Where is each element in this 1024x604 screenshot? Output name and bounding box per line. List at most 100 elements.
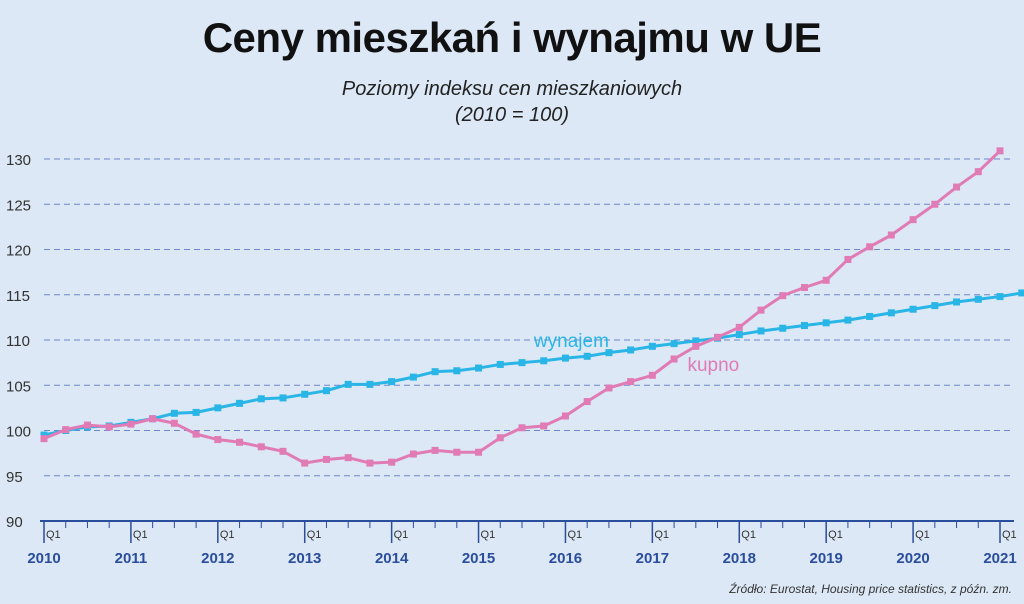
data-point bbox=[605, 349, 613, 357]
data-point bbox=[909, 305, 917, 313]
data-point bbox=[236, 399, 244, 407]
data-point bbox=[953, 298, 961, 306]
q1-label: Q1 bbox=[654, 529, 669, 541]
data-point bbox=[192, 408, 200, 416]
year-label: 2018 bbox=[723, 550, 756, 567]
source-note: Źródło: Eurostat, Housing price statisti… bbox=[729, 582, 1012, 596]
label-layer: wynajem kupno bbox=[533, 331, 739, 376]
q1-label: Q1 bbox=[133, 529, 148, 541]
data-point bbox=[822, 276, 830, 284]
data-point bbox=[540, 357, 548, 365]
y-tick-label: 115 bbox=[6, 288, 30, 305]
data-point bbox=[1018, 289, 1024, 297]
q1-label: Q1 bbox=[741, 529, 756, 541]
data-point bbox=[366, 380, 374, 388]
data-point bbox=[757, 306, 765, 314]
data-point bbox=[735, 331, 743, 339]
data-point bbox=[170, 419, 178, 427]
grid-layer bbox=[44, 158, 1014, 477]
y-tick-label: 95 bbox=[6, 469, 23, 486]
chart-title: Ceny mieszkań i wynajmu w UE bbox=[202, 14, 822, 61]
data-point bbox=[344, 454, 352, 462]
data-point bbox=[931, 302, 939, 310]
data-point bbox=[822, 319, 830, 327]
data-point bbox=[648, 342, 656, 350]
series-layer bbox=[40, 147, 1024, 467]
data-point bbox=[149, 415, 157, 423]
year-label: 2010 bbox=[27, 550, 60, 567]
year-label: 2016 bbox=[549, 550, 582, 567]
q1-label: Q1 bbox=[481, 529, 496, 541]
data-point bbox=[931, 200, 939, 208]
y-tick-label: 90 bbox=[6, 514, 23, 531]
data-point bbox=[344, 380, 352, 388]
data-point bbox=[670, 340, 678, 348]
data-point bbox=[40, 431, 48, 439]
data-point bbox=[996, 147, 1004, 155]
data-point bbox=[257, 395, 265, 403]
year-label: 2012 bbox=[201, 550, 234, 567]
chart-subtitle-base: (2010 = 100) bbox=[455, 104, 569, 126]
y-tick-label: 105 bbox=[6, 378, 31, 395]
data-point bbox=[605, 384, 613, 392]
y-tick-label: 100 bbox=[6, 424, 31, 441]
year-label: 2014 bbox=[375, 550, 409, 567]
data-point bbox=[627, 346, 635, 354]
data-point bbox=[887, 231, 895, 239]
data-point bbox=[844, 316, 852, 324]
data-point bbox=[257, 443, 265, 451]
data-point bbox=[692, 337, 700, 345]
data-point bbox=[301, 459, 309, 467]
year-label: 2015 bbox=[462, 550, 495, 567]
data-point bbox=[779, 324, 787, 332]
data-point bbox=[692, 342, 700, 350]
q1-label: Q1 bbox=[915, 529, 930, 541]
q1-label: Q1 bbox=[828, 529, 843, 541]
data-point bbox=[779, 292, 787, 300]
data-point bbox=[757, 327, 765, 335]
data-point bbox=[279, 447, 287, 455]
year-label: 2019 bbox=[809, 550, 842, 567]
data-point bbox=[887, 309, 895, 317]
data-point bbox=[40, 435, 48, 443]
q1-label: Q1 bbox=[307, 529, 322, 541]
q1-label: Q1 bbox=[394, 529, 409, 541]
data-point bbox=[583, 352, 591, 360]
data-point bbox=[496, 434, 504, 442]
series-label-wynajem: wynajem bbox=[533, 331, 609, 352]
year-label: 2020 bbox=[896, 550, 929, 567]
data-point bbox=[409, 373, 417, 381]
data-point bbox=[800, 284, 808, 292]
data-point bbox=[844, 255, 852, 263]
data-point bbox=[583, 398, 591, 406]
data-point bbox=[192, 430, 200, 438]
data-point bbox=[62, 426, 70, 434]
data-point bbox=[475, 364, 483, 372]
data-point bbox=[127, 420, 135, 428]
data-point bbox=[409, 450, 417, 458]
q1-label: Q1 bbox=[220, 529, 235, 541]
year-label: 2013 bbox=[288, 550, 321, 567]
data-point bbox=[475, 448, 483, 456]
data-point bbox=[735, 323, 743, 331]
data-point bbox=[670, 355, 678, 363]
data-point bbox=[627, 378, 635, 386]
series-label-kupno: kupno bbox=[687, 355, 739, 376]
data-point bbox=[648, 371, 656, 379]
data-point bbox=[518, 359, 526, 367]
data-point bbox=[518, 424, 526, 432]
data-point bbox=[453, 367, 461, 375]
data-point bbox=[214, 404, 222, 412]
data-point bbox=[800, 322, 808, 330]
series-line-wynajem bbox=[43, 291, 1022, 437]
data-point bbox=[322, 455, 330, 463]
year-label: 2011 bbox=[115, 550, 148, 567]
data-point bbox=[974, 295, 982, 303]
data-point bbox=[431, 368, 439, 376]
data-point bbox=[236, 438, 244, 446]
data-point bbox=[953, 183, 961, 191]
data-point bbox=[83, 421, 91, 429]
data-point bbox=[301, 390, 309, 398]
q1-label: Q1 bbox=[46, 529, 61, 541]
